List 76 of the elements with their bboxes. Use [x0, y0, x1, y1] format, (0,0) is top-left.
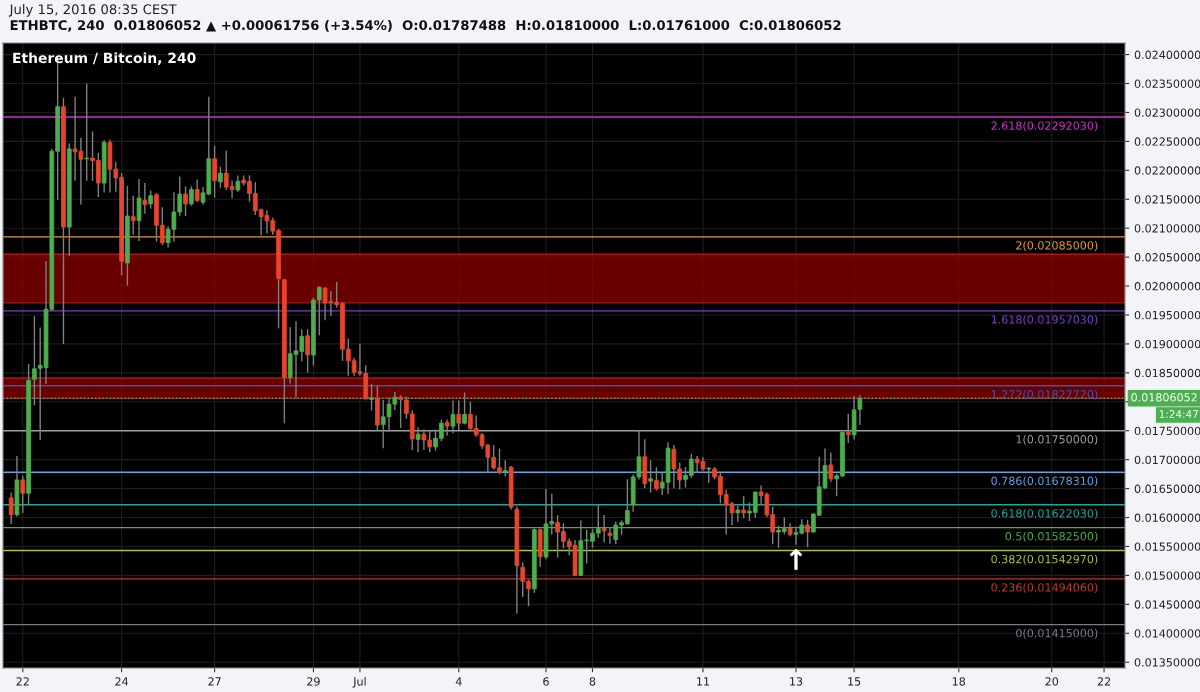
y-tick-label: 0.02050000: [1134, 253, 1200, 262]
candlestick: [305, 329, 310, 373]
y-tick-label: 0.02300000: [1134, 108, 1200, 117]
ref-line-label: 0.5(0.01582500): [1005, 531, 1098, 542]
ref-line-label: 0.382(0.01542970): [991, 554, 1098, 565]
candlestick: [607, 527, 613, 544]
candlestick: [450, 400, 456, 434]
y-tick-label: 0.01550000: [1134, 542, 1200, 551]
candlestick: [130, 195, 136, 235]
y-tick-label: 0.02250000: [1134, 137, 1200, 146]
text: July 15, 2016 08:35 CEST: [8, 4, 177, 17]
x-tick-label: 27: [208, 677, 221, 686]
ref-line-label: 2(0.02085000): [1016, 241, 1098, 251]
y-tick-label: 0.02150000: [1134, 195, 1200, 204]
x-tick-label: 22: [1097, 677, 1111, 686]
candlestick: [648, 460, 653, 493]
y-tick-label: 0.01450000: [1134, 600, 1200, 609]
candlestick: [741, 496, 746, 519]
ref-line-label: 1.272(0.01827720): [991, 389, 1098, 400]
candlestick: [601, 515, 607, 543]
y-tick-label: 0.01400000: [1134, 629, 1200, 638]
ref-line-label: 1(0.01750000): [1016, 434, 1098, 445]
y-tick-label: 0.02000000: [1134, 282, 1200, 291]
y-tick-label: 0.01700000: [1134, 455, 1200, 465]
x-tick-label: 20: [1045, 677, 1059, 686]
x-tick-label: 15: [848, 677, 861, 686]
candlestick: [183, 186, 188, 217]
y-tick-label: 0.02100000: [1134, 224, 1200, 233]
ref-line-label: 2.618(0.02292030): [991, 121, 1098, 132]
candlestick: [136, 178, 142, 242]
y-tick-label: 0.02400000: [1134, 50, 1200, 59]
candlestick: [142, 182, 148, 214]
y-tick-label: 0.01350000: [1134, 658, 1200, 667]
y-tick-label: 0.01850000: [1134, 368, 1200, 378]
ref-line-label: 1.618(0.01957030): [991, 315, 1098, 325]
ref-line-label: 0(0.01415000): [1016, 628, 1098, 639]
candlestick: [20, 475, 26, 514]
annotation: ↑: [789, 549, 803, 570]
x-tick-label: Jul: [352, 677, 366, 688]
y-tick-label: 0.02350000: [1134, 79, 1200, 88]
y-tick-label: 0.02200000: [1134, 166, 1200, 175]
x-tick-label: 13: [790, 677, 803, 686]
candlestick: [456, 400, 462, 431]
y-tick-label: 0.01900000: [1134, 339, 1200, 349]
x-tick-label: 24: [115, 677, 129, 686]
candlestick: [212, 145, 217, 198]
candlestick: [444, 419, 450, 436]
x-tick-label: 22: [16, 677, 29, 686]
y-tick-label: 0.01950000: [1134, 310, 1200, 320]
x-tick-label: 6: [543, 677, 549, 686]
y-tick-label: 0.01600000: [1134, 513, 1200, 522]
candlestick: [735, 505, 741, 522]
ref-line-label: 0.236(0.01494060): [991, 583, 1098, 593]
candlestick: [218, 166, 223, 188]
y-tick-label: 0.01650000: [1134, 484, 1200, 493]
candlestick: [8, 492, 14, 525]
candlestick: [654, 467, 659, 491]
ref-line-label: 0.618(0.01622030): [991, 508, 1098, 519]
text: Ethereum / Bitcoin, 240: [13, 52, 196, 65]
x-tick-label: 18: [952, 677, 966, 686]
candlestick: [84, 83, 90, 181]
ref-line-label: 0.01806052: [1131, 393, 1197, 402]
candlestick: [845, 413, 851, 444]
candlestick: [415, 427, 421, 453]
x-tick-label: 29: [307, 677, 320, 686]
ref-line-label: 0.786(0.01678310): [991, 476, 1098, 487]
y-tick-label: 0.01500000: [1134, 571, 1200, 580]
x-tick-label: 4: [455, 677, 462, 686]
candlestick: [194, 179, 200, 202]
text: 1:24:47: [1159, 410, 1198, 418]
chart-subtitle: ETHBTC, 240 0.01806052 ▲ +0.00061756 (+3.54%) O:0.01787488 H:0.01810000 L:0.01761000 C:0.01806052: [10, 19, 841, 32]
y-tick-label: 0.01750000: [1134, 426, 1200, 436]
x-tick-label: 11: [697, 677, 709, 686]
candlestick: [805, 519, 810, 548]
candlestick: [828, 452, 834, 482]
x-tick-label: 8: [589, 677, 596, 686]
